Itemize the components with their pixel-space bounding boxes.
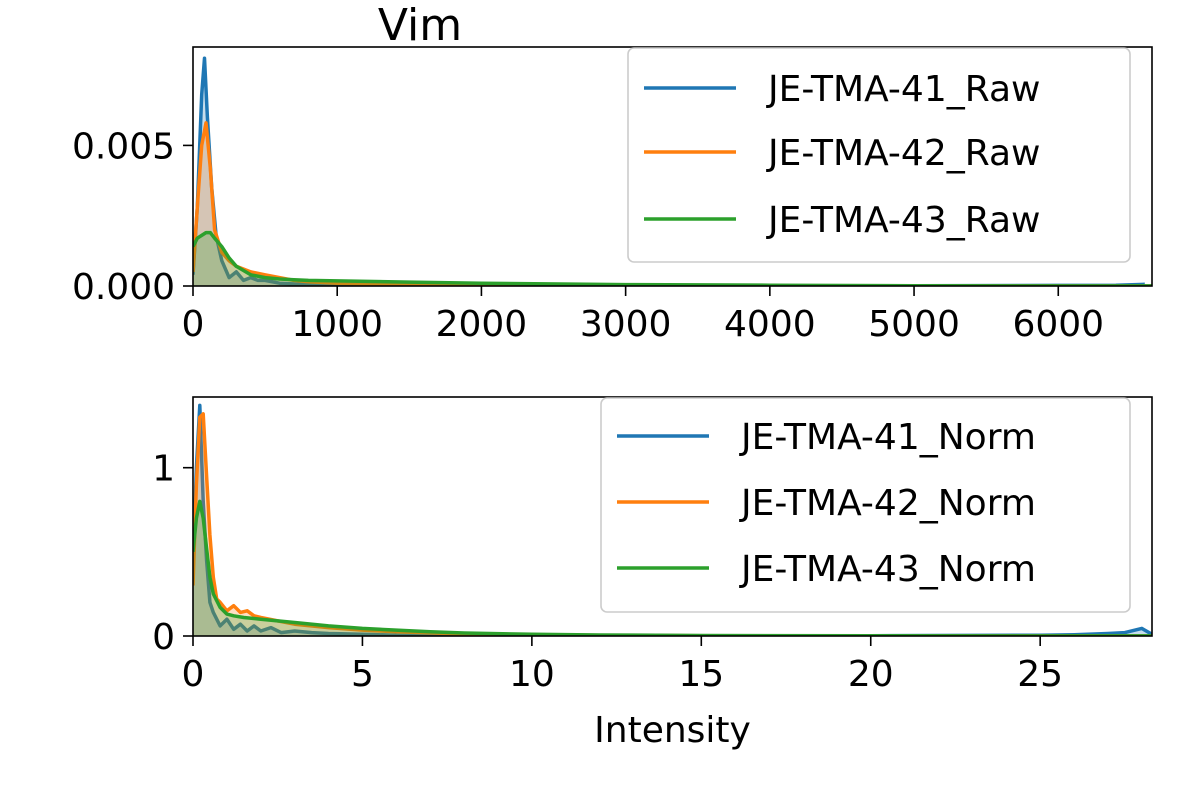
x-tick-label: 4000 (724, 304, 816, 345)
legend-entry: JE-TMA-42_Norm (739, 483, 1036, 524)
x-tick-label: 5000 (868, 304, 960, 345)
series-line-2-3 (193, 499, 1152, 636)
y-tick-label: 1 (152, 449, 175, 490)
x-tick-label: 0 (182, 654, 205, 695)
x-tick-label: 20 (848, 654, 894, 695)
x-tick-label: 0 (182, 304, 205, 345)
y-tick-label: 0 (152, 617, 175, 658)
x-tick-label: 25 (1017, 654, 1063, 695)
legend-entry: JE-TMA-43_Norm (739, 549, 1036, 590)
legend-box-1 (627, 47, 1131, 263)
legend-box-2 (600, 397, 1131, 613)
legend-entry: JE-TMA-41_Norm (739, 417, 1036, 458)
x-tick-label: 2000 (436, 304, 528, 345)
axes-frame-1 (192, 46, 1153, 287)
legend-entry: JE-TMA-42_Raw (766, 133, 1040, 174)
legend-entry: JE-TMA-43_Raw (766, 200, 1040, 241)
x-tick-label: 5 (351, 654, 374, 695)
series-line-1-3 (193, 230, 1152, 286)
y-tick-label: 0.005 (72, 126, 175, 167)
x-tick-label: 1000 (291, 304, 383, 345)
x-tick-label: 6000 (1012, 304, 1104, 345)
x-tick-label: 3000 (580, 304, 672, 345)
chart-title: Vim (378, 0, 462, 51)
x-axis-label: Intensity (594, 710, 751, 751)
y-tick-label: 0.000 (72, 267, 175, 308)
legend-entry: JE-TMA-41_Raw (766, 69, 1040, 110)
x-tick-label: 10 (509, 654, 555, 695)
axes-frame-2 (192, 396, 1153, 637)
x-tick-label: 15 (678, 654, 724, 695)
